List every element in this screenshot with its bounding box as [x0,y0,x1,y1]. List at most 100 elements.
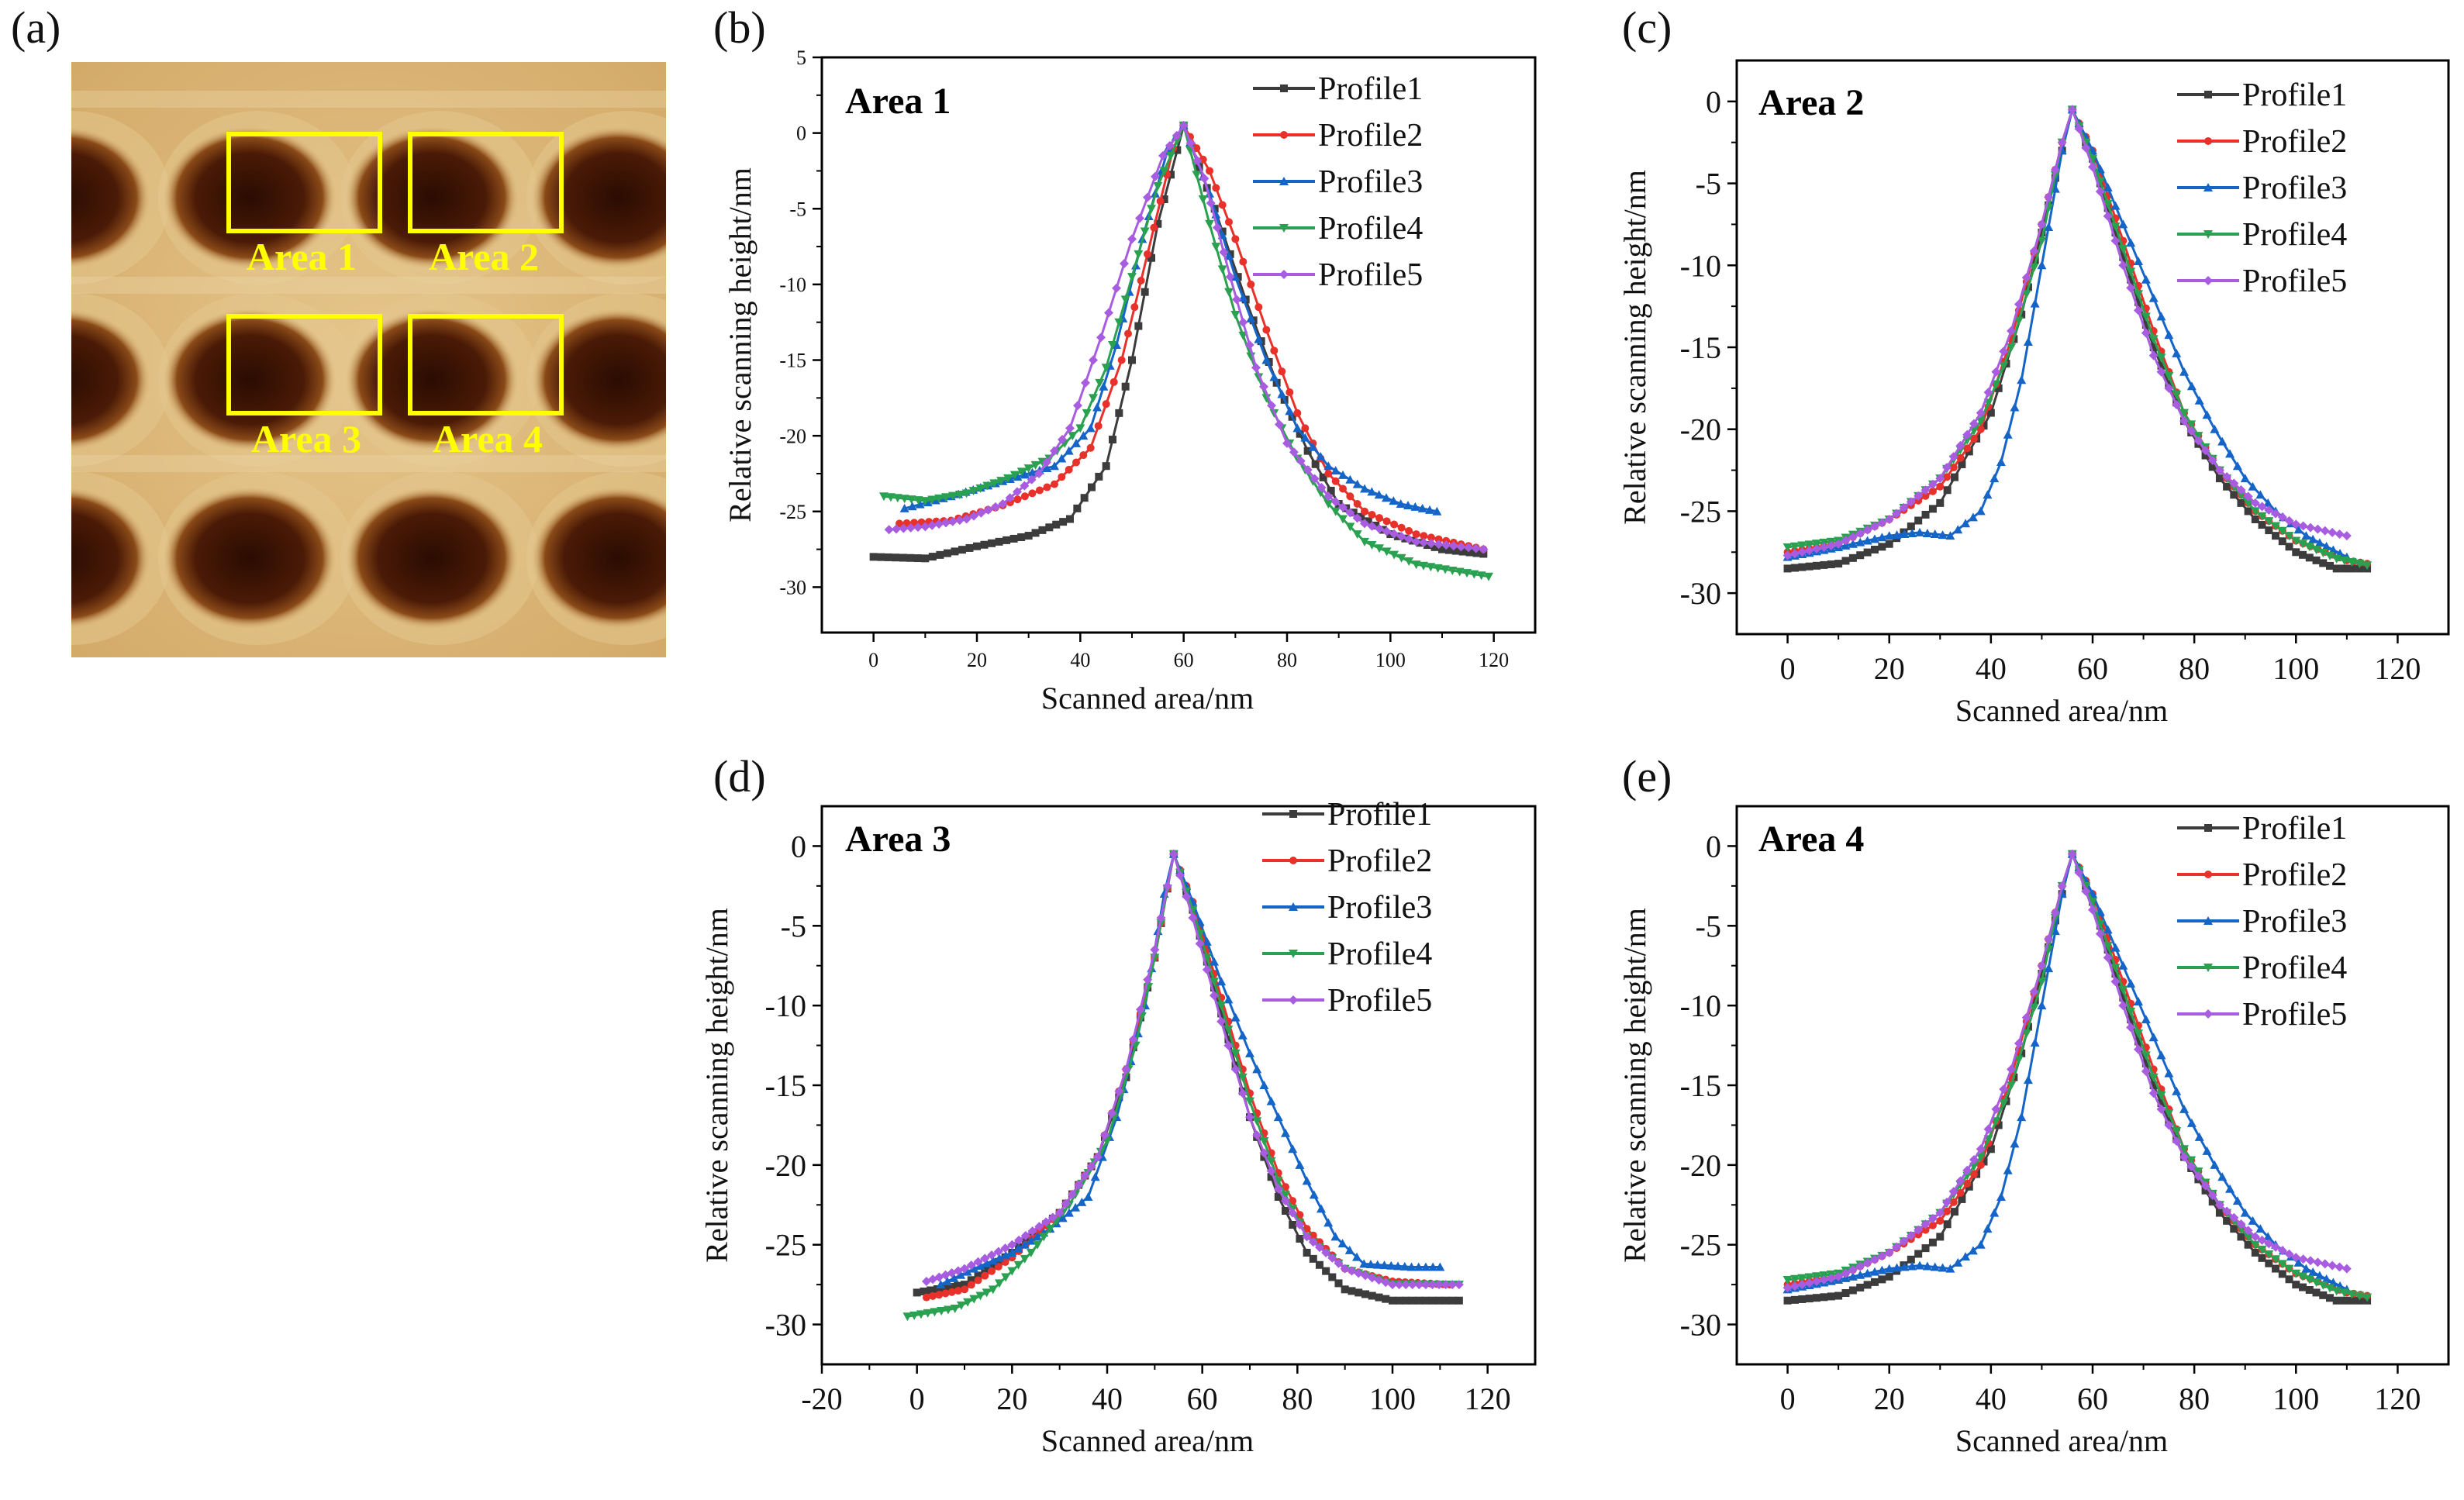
data-point [1434,1281,1444,1290]
data-point [1101,364,1111,373]
legend-label: Profile1 [1318,71,1423,107]
data-point [1077,1179,1087,1188]
data-point [1031,529,1040,537]
x-tick-label: 120 [2374,651,2421,686]
data-point [2250,498,2260,508]
data-point [1238,331,1248,340]
data-point [2319,1291,2328,1299]
data-point [1005,493,1015,503]
series-profile1 [869,121,1488,563]
data-point [1922,1261,1932,1271]
data-point [1789,1281,1800,1291]
data-point [1202,936,1212,946]
data-point [2038,229,2046,236]
data-point [1963,1179,1972,1188]
data-point [1968,512,1978,522]
data-point [1262,326,1271,334]
data-point [1393,532,1402,540]
x-tick-label: 120 [2374,1381,2421,1416]
data-point [1455,567,1465,577]
data-point [1273,1184,1283,1194]
data-point [902,1312,913,1322]
data-point [1192,154,1202,164]
data-point [2127,1016,2135,1024]
data-point [1102,462,1110,471]
data-point [1382,547,1392,557]
data-point [2057,138,2067,147]
data-point [1805,562,1813,571]
data-point [2284,1264,2294,1274]
data-point [1130,1041,1141,1050]
data-point [1021,1237,1030,1246]
data-point [935,1291,944,1299]
data-point [2277,1246,2287,1256]
data-point [2180,1153,2189,1161]
data-point [2278,526,2286,535]
data-point [1295,1160,1305,1169]
data-point [1202,964,1212,974]
data-point [1118,313,1128,322]
legend-marker [2203,916,2213,925]
data-point [994,1257,1003,1266]
data-point [2075,863,2083,871]
data-point [1303,1225,1311,1233]
data-point [2051,916,2059,925]
data-point [2347,557,2357,567]
data-point [1401,1278,1410,1286]
data-point [1265,357,1273,366]
y-tick-label: 0 [1706,84,1721,119]
data-point [1382,1275,1390,1284]
data-point [1034,465,1044,474]
data-point [2308,534,2318,543]
data-point [2157,1099,2165,1108]
data-point [1026,1236,1036,1245]
data-point [2257,502,2267,512]
data-point [1789,1274,1800,1284]
data-point [1899,502,1909,512]
series-profile1 [1783,105,2372,573]
data-point [1052,520,1061,529]
data-point [1841,536,1850,545]
data-point [968,487,978,496]
panel-label-e: (e) [1622,751,1672,802]
data-point [1267,1173,1275,1181]
data-point [2321,541,2331,550]
data-point [2201,443,2210,451]
data-point [1124,287,1134,296]
data-point [962,1267,972,1276]
data-point [1199,174,1210,184]
data-point [1441,565,1450,574]
data-point [2314,1271,2324,1280]
data-point [1841,1273,1851,1282]
data-point [947,516,955,525]
data-point [1426,563,1436,572]
data-point [1196,922,1204,930]
data-point [2141,1051,2151,1060]
data-point [1906,1231,1916,1240]
data-point [1979,422,1988,430]
data-point [1393,1261,1403,1271]
data-point [1869,1254,1879,1264]
data-point [1347,1267,1357,1276]
data-point [1292,423,1303,433]
data-point [2318,548,2328,557]
data-point [2141,274,2151,284]
data-point [1003,536,1011,544]
data-point [1862,536,1872,545]
data-point [1855,529,1865,539]
data-point [1433,564,1443,573]
data-point [2081,876,2091,884]
legend-marker [2203,183,2213,191]
data-point [1007,1248,1017,1257]
data-point [1368,1271,1376,1280]
data-point [1109,1113,1120,1122]
data-point [2058,138,2066,147]
data-point [1281,1128,1290,1137]
data-point [1252,1130,1262,1140]
data-point [2215,466,2224,474]
data-point [2126,267,2136,277]
data-point [1804,1273,1814,1282]
data-point [2179,416,2190,426]
data-point [1813,1294,1821,1302]
data-point [1361,1270,1369,1278]
